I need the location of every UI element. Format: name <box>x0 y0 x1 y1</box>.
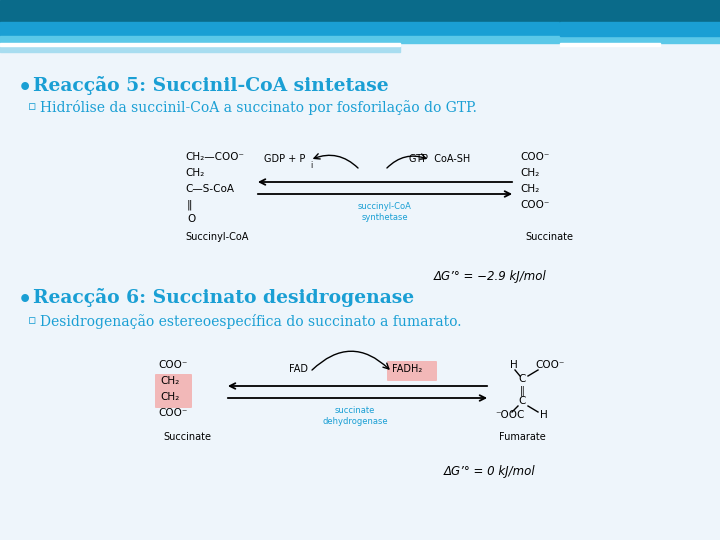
Text: FADH₂: FADH₂ <box>392 364 422 374</box>
Text: O: O <box>187 214 195 224</box>
Text: COO⁻: COO⁻ <box>520 152 549 162</box>
Text: GTP  CoA-SH: GTP CoA-SH <box>410 154 471 164</box>
Text: CH₂: CH₂ <box>520 168 539 178</box>
Text: CH₂: CH₂ <box>160 376 179 386</box>
Bar <box>0 43 400 46</box>
Text: succinyl-CoA
synthetase: succinyl-CoA synthetase <box>358 202 412 222</box>
Text: COO⁻: COO⁻ <box>158 360 187 370</box>
Bar <box>0 46 400 52</box>
Text: C: C <box>518 396 526 406</box>
Text: CH₂: CH₂ <box>520 184 539 194</box>
Text: Succinate: Succinate <box>163 432 211 442</box>
Text: H: H <box>510 360 518 370</box>
Text: ΔG’° = −2.9 kJ/mol: ΔG’° = −2.9 kJ/mol <box>433 270 546 283</box>
Text: i: i <box>310 161 312 170</box>
Text: ΔG’° = 0 kJ/mol: ΔG’° = 0 kJ/mol <box>444 465 536 478</box>
Text: C—S-CoA: C—S-CoA <box>185 184 234 194</box>
Text: H: H <box>540 410 548 420</box>
Text: Succinate: Succinate <box>525 232 573 242</box>
Text: FAD: FAD <box>289 364 307 374</box>
Text: C: C <box>518 374 526 384</box>
Bar <box>0 22 720 36</box>
Text: COO⁻: COO⁻ <box>520 200 549 210</box>
FancyBboxPatch shape <box>387 361 437 381</box>
Text: Desidrogenação estereoespecífica do succinato a fumarato.: Desidrogenação estereoespecífica do succ… <box>40 314 462 329</box>
Bar <box>560 43 660 46</box>
Text: Succinyl-CoA: Succinyl-CoA <box>185 232 248 242</box>
Bar <box>560 22 720 36</box>
Text: •: • <box>18 78 32 98</box>
FancyBboxPatch shape <box>155 374 192 392</box>
Text: CH₂—COO⁻: CH₂—COO⁻ <box>185 152 244 162</box>
Text: •: • <box>18 290 32 310</box>
FancyBboxPatch shape <box>155 390 192 408</box>
Text: COO⁻: COO⁻ <box>158 408 187 418</box>
Text: COO⁻: COO⁻ <box>535 360 564 370</box>
Text: Hidrólise da succinil-CoA a succinato por fosforilação do GTP.: Hidrólise da succinil-CoA a succinato po… <box>40 100 477 115</box>
Text: CH₂: CH₂ <box>160 392 179 402</box>
Text: ‖: ‖ <box>187 200 192 211</box>
Text: ▫: ▫ <box>28 100 37 113</box>
Text: Reacção 5: Succinil-CoA sintetase: Reacção 5: Succinil-CoA sintetase <box>33 76 389 95</box>
Text: Fumarate: Fumarate <box>499 432 545 442</box>
Bar <box>560 0 720 22</box>
Text: ‖: ‖ <box>520 386 524 396</box>
Bar <box>0 36 720 43</box>
Text: succinate
dehydrogenase: succinate dehydrogenase <box>322 406 388 426</box>
Text: CH₂: CH₂ <box>185 168 204 178</box>
Text: ▫: ▫ <box>28 314 37 327</box>
Text: ⁻OOC: ⁻OOC <box>495 410 524 420</box>
Text: GDP + P: GDP + P <box>264 154 306 164</box>
Bar <box>0 0 720 22</box>
Text: Reacção 6: Succinato desidrogenase: Reacção 6: Succinato desidrogenase <box>33 288 414 307</box>
